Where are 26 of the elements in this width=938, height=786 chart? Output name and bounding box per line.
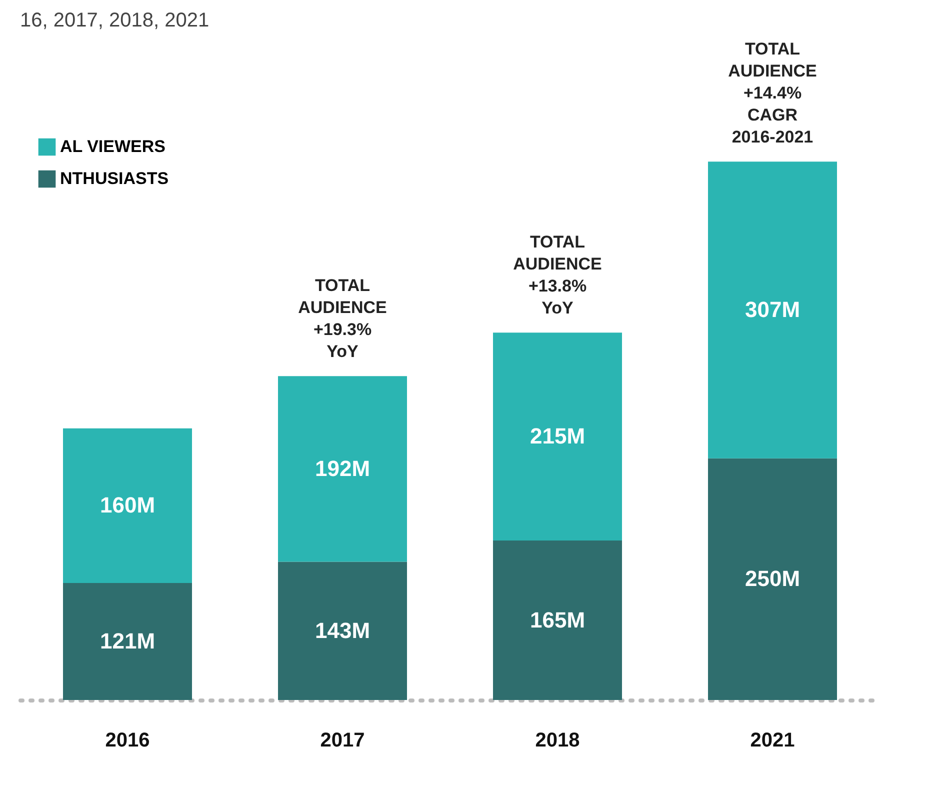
data-label: 121M bbox=[100, 628, 156, 654]
legend-label: NTHUSIASTS bbox=[60, 169, 169, 188]
annotation: TOTAL AUDIENCE +13.8% YoY bbox=[513, 232, 602, 318]
bar bbox=[708, 162, 837, 458]
bar bbox=[63, 583, 192, 700]
data-label: 160M bbox=[100, 492, 156, 518]
legend-label: AL VIEWERS bbox=[60, 137, 166, 156]
data-label: 143M bbox=[314, 618, 370, 643]
bar bbox=[493, 540, 622, 700]
bar bbox=[708, 458, 837, 700]
x-tick-label: 2021 bbox=[750, 730, 795, 752]
x-tick-label: 2016 bbox=[105, 730, 150, 752]
annotation: TOTAL AUDIENCE +14.4% CAGR 2016-2021 bbox=[728, 40, 817, 147]
data-label: 165M bbox=[530, 607, 586, 632]
bar bbox=[63, 428, 192, 584]
data-label: 215M bbox=[530, 424, 586, 449]
data-label: 192M bbox=[314, 456, 370, 481]
annotation: TOTAL AUDIENCE +19.3% YoY bbox=[298, 276, 387, 362]
bar bbox=[278, 562, 407, 700]
bar bbox=[278, 376, 407, 562]
data-label: 307M bbox=[744, 296, 800, 322]
x-tick-label: 2018 bbox=[535, 730, 580, 752]
x-tick-label: 2017 bbox=[320, 730, 365, 752]
bar bbox=[493, 332, 622, 540]
data-label: 250M bbox=[744, 566, 800, 592]
chart-title: 16, 2017, 2018, 2021 bbox=[20, 10, 210, 32]
